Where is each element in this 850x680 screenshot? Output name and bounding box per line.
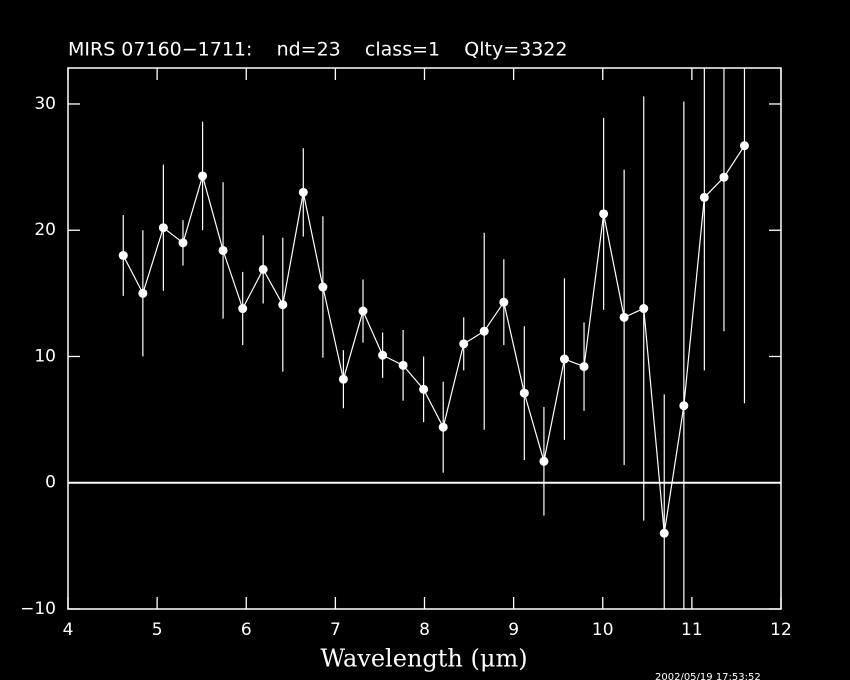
data-point	[539, 456, 549, 466]
data-point	[138, 288, 148, 298]
y-tick-label: 10	[34, 346, 56, 366]
x-tick-label: 11	[681, 620, 703, 640]
data-point	[198, 171, 208, 181]
x-tick-label: 6	[241, 620, 252, 640]
data-point	[118, 250, 128, 260]
data-point	[218, 245, 228, 255]
data-point	[519, 388, 529, 398]
data-point	[358, 306, 368, 316]
data-point	[398, 360, 408, 370]
data-point	[499, 297, 509, 307]
data-point	[158, 223, 168, 233]
data-point	[579, 362, 589, 372]
plot-frame	[67, 67, 782, 610]
data-point	[699, 192, 709, 202]
x-tick-label: 12	[770, 620, 792, 640]
data-point	[639, 304, 649, 314]
x-axis-label: Wavelength (μm)	[320, 645, 527, 673]
data-point	[479, 326, 489, 336]
plot-area	[68, 68, 781, 609]
data-point	[178, 238, 188, 248]
x-tick-label: 5	[152, 620, 163, 640]
y-tick-label: 30	[34, 94, 56, 114]
y-tick-label: 0	[45, 473, 56, 493]
data-point	[378, 350, 388, 360]
chart-title: MIRS 07160−1711: nd=23 class=1 Qlty=3322	[68, 39, 567, 61]
data-point	[258, 264, 268, 274]
data-point	[298, 187, 308, 197]
x-tick-label: 8	[419, 620, 430, 640]
y-tick-label: 20	[34, 220, 56, 240]
data-point	[739, 141, 749, 151]
data-point	[619, 312, 629, 322]
data-point	[679, 401, 689, 411]
timestamp: 2002/05/19 17:53:52	[655, 672, 761, 680]
x-tick-label: 9	[508, 620, 519, 640]
data-point	[278, 300, 288, 310]
data-line	[122, 145, 745, 534]
data-point	[659, 528, 669, 538]
data-point	[318, 282, 328, 292]
x-tick-label: 10	[592, 620, 614, 640]
x-tick-label: 7	[330, 620, 341, 640]
data-point	[599, 209, 609, 219]
y-tick-label: −10	[20, 599, 56, 619]
data-point	[338, 374, 348, 384]
data-point	[238, 304, 248, 314]
data-point	[559, 354, 569, 364]
data-point	[419, 384, 429, 394]
data-point	[459, 339, 469, 349]
data-point	[438, 422, 448, 432]
x-tick-label: 4	[63, 620, 74, 640]
data-point	[719, 172, 729, 182]
